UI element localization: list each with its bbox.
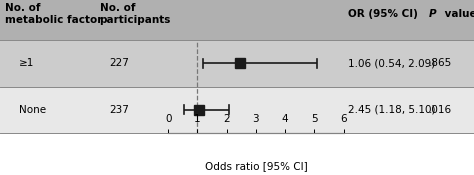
Text: No. of
participants: No. of participants (100, 3, 171, 25)
Text: None: None (19, 105, 46, 115)
Text: No. of
metabolic factor: No. of metabolic factor (5, 3, 102, 25)
Text: value: value (441, 9, 474, 19)
Text: 227: 227 (109, 58, 129, 68)
Text: .865: .865 (429, 58, 452, 68)
Text: ≥1: ≥1 (19, 58, 34, 68)
Text: P: P (429, 9, 437, 19)
Text: .016: .016 (429, 105, 452, 115)
Text: Odds ratio [95% CI]: Odds ratio [95% CI] (205, 162, 307, 172)
Text: OR (95% CI): OR (95% CI) (348, 9, 418, 19)
Text: 2.45 (1.18, 5.10): 2.45 (1.18, 5.10) (348, 105, 436, 115)
Text: 1.06 (0.54, 2.09): 1.06 (0.54, 2.09) (348, 58, 436, 68)
Text: 237: 237 (109, 105, 129, 115)
